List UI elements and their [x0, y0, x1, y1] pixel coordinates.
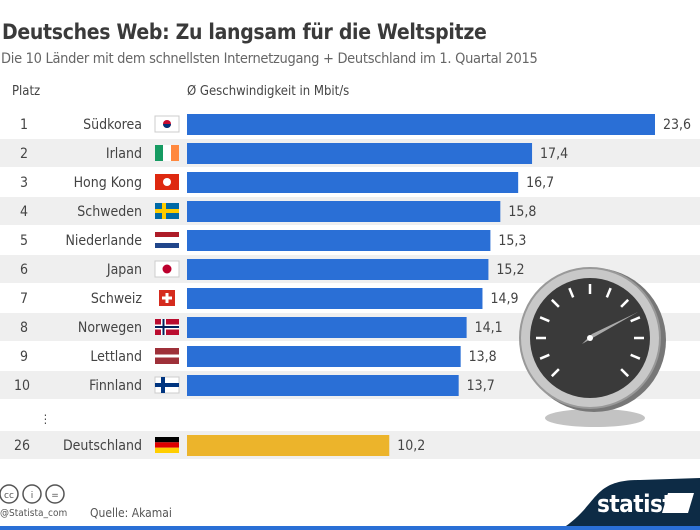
rank-label: 8 — [20, 320, 28, 336]
rank-label: 10 — [14, 378, 30, 394]
value-label: 16,7 — [526, 175, 554, 191]
country-label: Hong Kong — [74, 175, 142, 191]
source-label: Quelle: Akamai — [90, 506, 172, 520]
flag-se-icon — [155, 203, 179, 219]
rank-label: 1 — [20, 117, 28, 133]
by-icon — [22, 484, 42, 504]
country-label: Finnland — [89, 378, 142, 394]
chart-subtitle: Die 10 Länder mit dem schnellsten Intern… — [1, 51, 538, 67]
rank-label: 4 — [20, 204, 28, 220]
bar — [187, 375, 459, 396]
speedometer-icon — [519, 267, 666, 427]
statista-logo: statista — [597, 490, 687, 518]
country-label: Irland — [106, 146, 142, 162]
value-label: 15,3 — [498, 233, 526, 249]
flag-hk-icon — [155, 174, 179, 190]
value-label: 13,8 — [469, 349, 497, 365]
country-label: Schweiz — [91, 291, 142, 307]
flag-jp-icon — [154, 260, 180, 278]
value-label: 17,4 — [540, 146, 568, 162]
bar — [187, 288, 483, 309]
cc-icon — [0, 484, 19, 504]
bar — [187, 201, 501, 222]
flag-ie-icon — [155, 145, 179, 161]
svg-text:cc: cc — [4, 491, 14, 501]
bar — [187, 172, 519, 193]
bar — [187, 346, 461, 367]
bar — [187, 114, 655, 135]
rank-label: 5 — [20, 233, 28, 249]
nd-icon — [45, 484, 65, 504]
country-label: Japan — [106, 262, 142, 278]
country-label: Südkorea — [83, 117, 142, 133]
value-label: 14,1 — [475, 320, 503, 336]
flag-no-icon — [155, 319, 179, 335]
statista-logo-icon — [662, 493, 694, 513]
value-label: 13,7 — [467, 378, 495, 394]
rank-header: Platz — [12, 84, 41, 99]
rank-label: 7 — [20, 291, 28, 307]
flag-nl-icon — [155, 232, 179, 248]
country-label: Lettland — [90, 349, 142, 365]
bar — [187, 143, 533, 164]
flag-fi-icon — [154, 376, 180, 394]
flag-ch-icon — [159, 290, 175, 306]
flag-kr-icon — [154, 115, 180, 133]
bar — [187, 435, 390, 456]
country-label: Schweden — [77, 204, 142, 220]
flag-lv-icon — [155, 348, 179, 364]
value-header: Ø Geschwindigkeit in Mbit/s — [187, 84, 350, 99]
svg-text:i: i — [31, 491, 34, 501]
bar — [187, 317, 467, 338]
chart-title: Deutsches Web: Zu langsam für die Weltsp… — [2, 20, 487, 44]
value-label: 23,6 — [663, 117, 691, 133]
value-label: 10,2 — [397, 438, 425, 454]
rank-label: 3 — [20, 175, 28, 191]
value-label: 14,9 — [490, 291, 518, 307]
rank-label: 26 — [14, 438, 30, 454]
value-label: 15,8 — [508, 204, 536, 220]
rank-label: 6 — [20, 262, 28, 278]
footer-line — [0, 526, 700, 530]
rank-label: 2 — [20, 146, 28, 162]
footer-shape — [560, 478, 700, 530]
country-label: Niederlande — [65, 233, 142, 249]
footer: cc i = — [0, 478, 700, 530]
svg-text:=: = — [51, 491, 59, 501]
footer-handle: @Statista_com — [0, 508, 68, 519]
bar — [187, 230, 491, 251]
value-label: 15,2 — [496, 262, 524, 278]
bar — [187, 259, 489, 280]
rank-label: 9 — [20, 349, 28, 365]
country-label: Norwegen — [78, 320, 142, 336]
country-label: Deutschland — [63, 438, 142, 454]
flag-de-icon — [155, 437, 179, 453]
ellipsis: ⋮ — [40, 412, 51, 426]
